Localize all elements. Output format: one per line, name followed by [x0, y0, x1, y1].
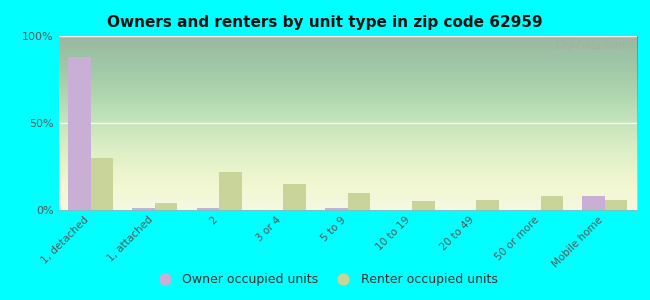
Bar [325, 208, 348, 210]
Bar [582, 196, 605, 210]
Bar [90, 158, 113, 210]
Bar [283, 184, 306, 210]
Bar [68, 57, 90, 210]
Bar [219, 172, 242, 210]
Text: City-Data.com: City-Data.com [556, 41, 625, 51]
Bar [605, 200, 627, 210]
Bar [197, 208, 219, 210]
Bar [412, 201, 434, 210]
Bar [348, 193, 370, 210]
Legend: Owner occupied units, Renter occupied units: Owner occupied units, Renter occupied un… [148, 268, 502, 291]
Bar [476, 200, 499, 210]
Bar [155, 203, 177, 210]
Text: Owners and renters by unit type in zip code 62959: Owners and renters by unit type in zip c… [107, 15, 543, 30]
Bar [133, 208, 155, 210]
Bar [541, 196, 563, 210]
